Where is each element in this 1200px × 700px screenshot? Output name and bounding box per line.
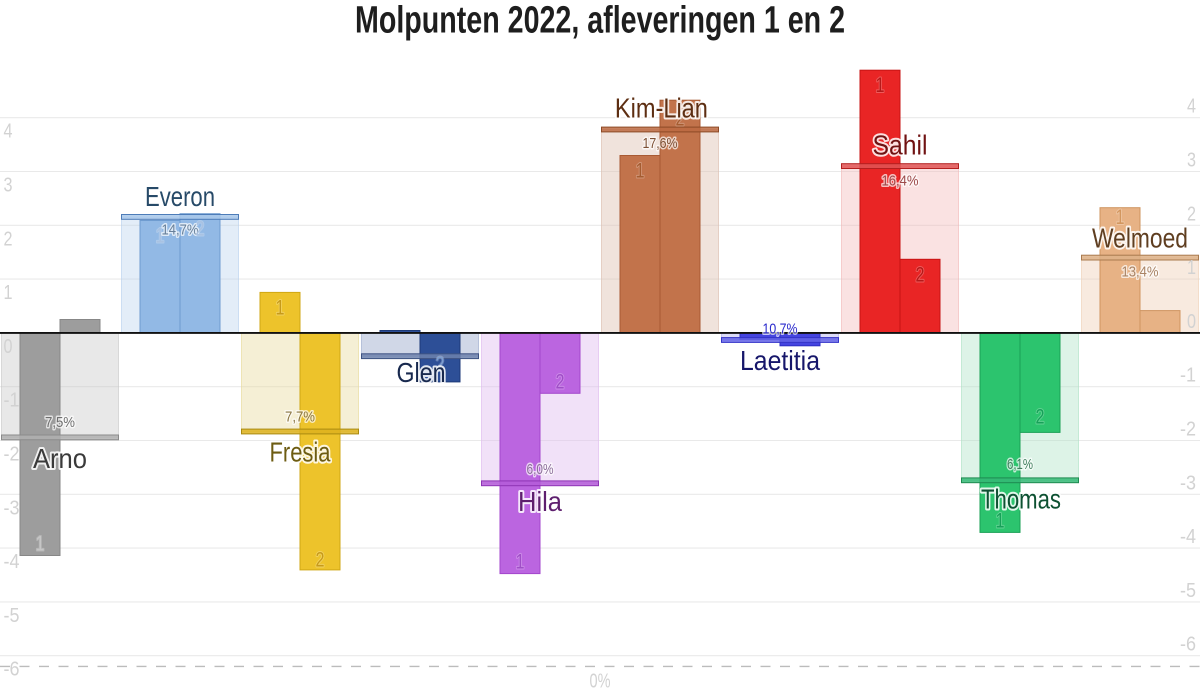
svg-text:16,4%: 16,4% — [882, 172, 919, 189]
svg-text:2: 2 — [676, 108, 685, 131]
svg-text:1: 1 — [156, 225, 165, 248]
svg-text:0: 0 — [1187, 311, 1196, 333]
svg-text:2: 2 — [436, 353, 445, 376]
svg-text:-3: -3 — [1180, 472, 1196, 494]
svg-text:17,6%: 17,6% — [643, 135, 678, 152]
svg-text:4: 4 — [1187, 96, 1196, 118]
svg-text:-1: -1 — [1180, 365, 1196, 387]
svg-text:3: 3 — [1187, 150, 1196, 172]
svg-text:2: 2 — [556, 370, 565, 393]
svg-text:Arno: Arno — [33, 443, 87, 474]
svg-text:Fresia: Fresia — [270, 437, 331, 468]
svg-text:0%: 0% — [590, 671, 611, 693]
svg-text:-2: -2 — [4, 444, 20, 466]
svg-text:-5: -5 — [4, 605, 20, 627]
svg-text:7,7%: 7,7% — [285, 409, 315, 426]
svg-text:6,0%: 6,0% — [527, 461, 554, 478]
svg-text:Glen: Glen — [397, 357, 446, 388]
svg-text:7,5%: 7,5% — [45, 414, 75, 431]
svg-text:6,1%: 6,1% — [1007, 456, 1033, 473]
svg-text:1: 1 — [996, 509, 1005, 532]
svg-text:0: 0 — [4, 336, 13, 358]
svg-text:1: 1 — [276, 296, 285, 319]
svg-text:3: 3 — [4, 175, 13, 197]
svg-text:2: 2 — [196, 218, 205, 241]
svg-text:1: 1 — [876, 74, 885, 97]
svg-text:14,7%: 14,7% — [162, 222, 199, 239]
svg-text:Welmoed: Welmoed — [1092, 223, 1188, 254]
svg-text:13,4%: 13,4% — [1122, 263, 1159, 280]
svg-text:-5: -5 — [1180, 580, 1196, 602]
svg-text:-4: -4 — [1180, 526, 1196, 548]
svg-text:1: 1 — [1187, 257, 1196, 279]
svg-text:Kim-Lian: Kim-Lian — [615, 92, 708, 123]
svg-text:1: 1 — [636, 160, 645, 183]
svg-text:2: 2 — [1036, 406, 1045, 429]
svg-text:Thomas: Thomas — [981, 483, 1061, 514]
svg-text:-6: -6 — [4, 659, 20, 681]
svg-text:-1: -1 — [4, 390, 20, 412]
svg-text:10,7%: 10,7% — [763, 320, 798, 337]
svg-text:Hila: Hila — [518, 486, 562, 517]
svg-text:Laetitia: Laetitia — [740, 345, 820, 376]
svg-text:1: 1 — [4, 282, 13, 304]
svg-text:-2: -2 — [1180, 419, 1196, 441]
svg-text:2: 2 — [916, 263, 925, 286]
svg-text:Everon: Everon — [145, 181, 215, 212]
svg-text:4: 4 — [4, 121, 13, 143]
svg-text:1: 1 — [36, 533, 45, 556]
svg-text:2: 2 — [316, 549, 325, 572]
svg-text:-6: -6 — [1180, 634, 1196, 656]
svg-text:1: 1 — [516, 551, 525, 574]
svg-text:2: 2 — [4, 228, 13, 250]
svg-text:-3: -3 — [4, 497, 20, 519]
svg-text:-4: -4 — [4, 551, 20, 573]
svg-text:Sahil: Sahil — [873, 129, 928, 160]
svg-text:1: 1 — [1116, 206, 1125, 229]
svg-text:Molpunten 2022, afleveringen 1: Molpunten 2022, afleveringen 1 en 2 — [355, 0, 845, 42]
svg-text:2: 2 — [1187, 203, 1196, 225]
